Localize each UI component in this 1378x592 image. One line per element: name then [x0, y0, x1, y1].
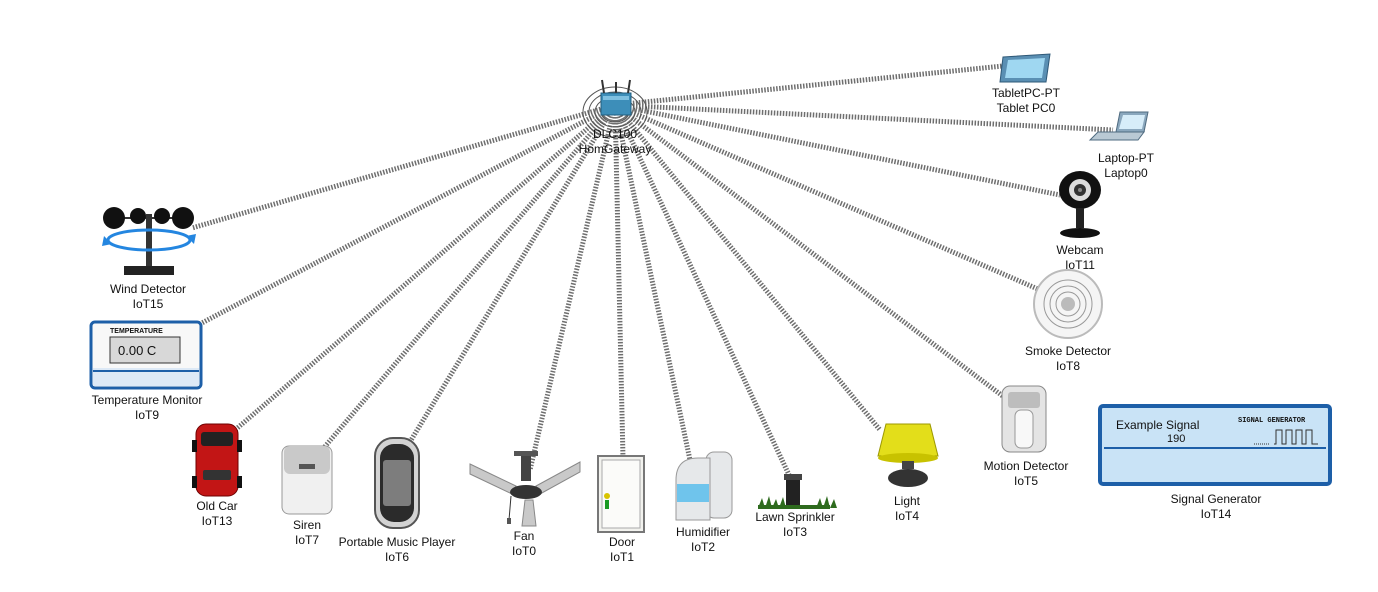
device-label-sprinkler: Lawn Sprinkler IoT3 — [755, 510, 834, 540]
link-car — [233, 103, 617, 432]
device-model: Fan — [513, 529, 535, 543]
device-label-siren: Siren IoT7 — [293, 518, 321, 548]
light-icon[interactable] — [877, 423, 939, 487]
device-model: Temperature Monitor — [91, 393, 203, 407]
wind-detector-icon[interactable] — [102, 207, 196, 275]
link-siren — [320, 103, 617, 452]
webcam-icon[interactable] — [1059, 171, 1101, 238]
temperature-reading: 0.00 C — [118, 343, 156, 358]
temperature-monitor-icon[interactable]: TEMPERATURE 0.00 C — [89, 320, 203, 390]
device-label-motion: Motion Detector IoT5 — [984, 459, 1069, 489]
temperature-header: TEMPERATURE — [110, 328, 163, 335]
music-player-icon[interactable] — [374, 437, 420, 529]
device-name: Laptop0 — [1104, 166, 1148, 180]
wireless-links — [191, 63, 1114, 479]
link-wind — [191, 102, 616, 231]
device-model: Smoke Detector — [1024, 344, 1112, 358]
device-label-light: Light IoT4 — [894, 494, 920, 524]
device-model: Laptop-PT — [1097, 151, 1155, 165]
device-label-door: Door IoT1 — [609, 535, 635, 565]
signal-name: Example Signal — [1116, 418, 1199, 432]
signal-value: 190 — [1167, 433, 1185, 445]
device-model: Light — [893, 494, 921, 508]
device-model: Old Car — [196, 499, 238, 513]
laptop-icon[interactable] — [1088, 111, 1149, 141]
door-icon[interactable] — [597, 455, 645, 533]
gateway-label: DLC100 HomGateway — [579, 127, 652, 157]
device-name: Tablet PC0 — [996, 101, 1056, 115]
device-label-tablet: TabletPC-PT Tablet PC0 — [992, 86, 1060, 116]
link-motion — [613, 103, 1010, 402]
link-sprinkler — [612, 103, 793, 479]
device-model: TabletPC-PT — [991, 86, 1061, 100]
tablet-icon[interactable] — [999, 53, 1051, 83]
device-model: Motion Detector — [983, 459, 1069, 473]
device-model: Portable Music Player — [338, 535, 456, 549]
link-music — [402, 103, 618, 452]
link-light — [613, 103, 882, 432]
device-label-car: Old Car IoT13 — [196, 499, 237, 529]
device-name: IoT15 — [132, 297, 164, 311]
signal-generator-icon[interactable]: SIGNAL GENERATOR Example Signal 190 — [1098, 404, 1332, 486]
link-smoke — [614, 102, 1041, 293]
link-tablet — [614, 63, 1004, 108]
link-fan — [527, 104, 618, 471]
gateway-name: HomGateway — [578, 142, 652, 156]
device-name: IoT8 — [1055, 359, 1081, 373]
device-model: Wind Detector — [109, 282, 187, 296]
device-name: IoT13 — [201, 514, 233, 528]
old-car-icon[interactable] — [192, 423, 242, 497]
siren-icon[interactable] — [281, 445, 333, 515]
device-label-laptop: Laptop-PT Laptop0 — [1098, 151, 1154, 181]
device-name: IoT0 — [511, 544, 537, 558]
link-temp — [196, 102, 617, 328]
device-name: IoT2 — [690, 540, 716, 554]
device-label-wind: Wind Detector IoT15 — [110, 282, 186, 312]
link-humidifier — [612, 104, 693, 461]
humidifier-icon[interactable] — [675, 451, 733, 521]
device-model: Humidifier — [675, 525, 731, 539]
device-model: Door — [608, 535, 636, 549]
device-label-music: Portable Music Player IoT6 — [339, 535, 456, 565]
device-model: Siren — [292, 518, 322, 532]
device-label-fan: Fan IoT0 — [512, 529, 536, 559]
device-name: IoT11 — [1065, 258, 1095, 272]
device-name: IoT9 — [134, 408, 159, 422]
device-label-temp: Temperature Monitor IoT9 — [92, 393, 203, 423]
device-label-smoke: Smoke Detector IoT8 — [1025, 344, 1111, 374]
device-name: IoT4 — [894, 509, 919, 523]
signal-header: SIGNAL GENERATOR — [1238, 417, 1306, 425]
link-door — [612, 104, 626, 459]
device-model: Webcam — [1056, 243, 1104, 257]
device-label-humidifier: Humidifier IoT2 — [676, 525, 730, 555]
lawn-sprinkler-icon[interactable] — [758, 474, 837, 509]
device-name: IoT5 — [1013, 474, 1039, 488]
gateway-model: DLC100 — [592, 127, 638, 141]
gateway-icon[interactable] — [600, 79, 632, 116]
device-name: IoT14 — [1200, 507, 1232, 521]
device-model: Signal Generator — [1170, 492, 1262, 506]
device-name: IoT3 — [782, 525, 807, 539]
device-name: IoT1 — [609, 550, 635, 564]
link-webcam — [614, 102, 1061, 198]
motion-detector-icon[interactable] — [1001, 385, 1047, 453]
link-laptop — [614, 102, 1114, 133]
device-name: IoT6 — [384, 550, 409, 564]
device-name: IoT7 — [294, 533, 320, 547]
device-model: Lawn Sprinkler — [755, 510, 835, 524]
fan-icon[interactable] — [469, 451, 581, 527]
smoke-detector-icon[interactable] — [1033, 269, 1103, 339]
device-label-signal: Signal Generator IoT14 — [1171, 492, 1262, 522]
device-label-webcam: Webcam IoT11 — [1056, 243, 1103, 273]
